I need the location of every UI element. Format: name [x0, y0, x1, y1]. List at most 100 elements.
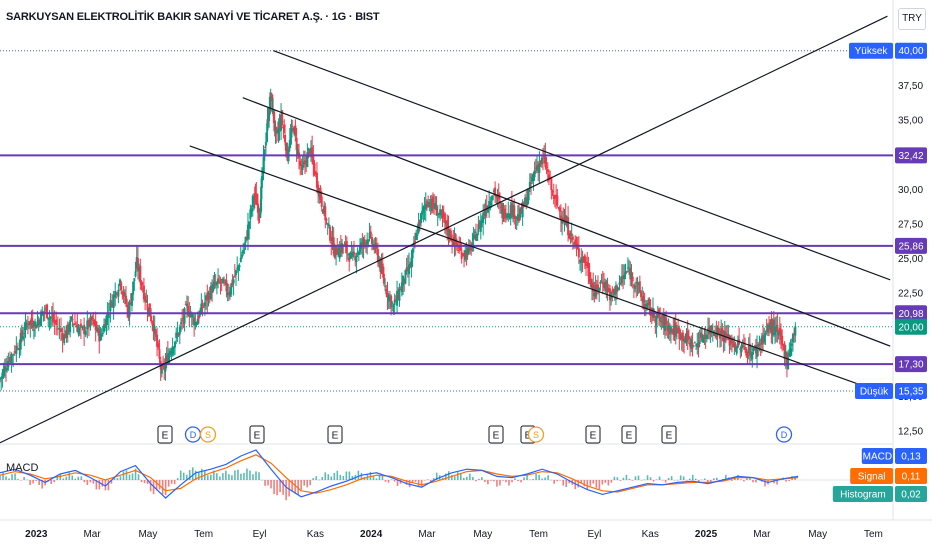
candle-body: [147, 307, 150, 315]
candle-body: [43, 309, 46, 311]
candle-body: [442, 214, 445, 217]
candle-body: [330, 242, 333, 244]
macd-histogram-bar: [673, 480, 676, 481]
candle-body: [349, 252, 352, 260]
time-axis[interactable]: 2023 Mar May Tem Eyl Kas 2024 Mar May Tem Eyl Kas 20…: [25, 529, 883, 540]
candle-body: [751, 352, 754, 360]
candle-body: [693, 342, 696, 344]
y-tick-label: 30,00: [898, 185, 923, 196]
price-tag-bg: [895, 305, 927, 322]
candle-body: [415, 232, 418, 241]
candle-body: [575, 243, 578, 247]
macd-histogram-bar: [53, 480, 56, 483]
candle-body: [106, 313, 109, 315]
candle-body: [181, 320, 184, 322]
candle-body: [607, 287, 610, 292]
macd-histogram-bar: [213, 470, 215, 480]
macd-histogram-bar: [613, 476, 616, 480]
macd-histogram-bar: [517, 480, 519, 482]
candle-body: [151, 321, 154, 325]
candle-body: [118, 279, 121, 287]
candle-body: [117, 289, 120, 297]
candle-body: [649, 307, 652, 316]
macd-histogram-bar: [167, 480, 170, 487]
candle-body: [232, 279, 235, 284]
candle-body: [37, 319, 40, 326]
candle-body: [638, 281, 641, 293]
candle-body: [521, 202, 524, 218]
split-marker: [527, 426, 545, 443]
candle-body: [764, 333, 767, 336]
candle-body: [350, 252, 353, 254]
macd-histogram-bar: [408, 480, 411, 488]
price-tag-bg: [895, 356, 927, 373]
candle-body: [100, 334, 103, 337]
candle-body: [93, 320, 96, 325]
candle-body: [115, 293, 118, 295]
candle-body: [162, 365, 165, 368]
candle-body: [448, 230, 451, 238]
split-marker-label: S: [205, 430, 211, 440]
candle-body: [496, 195, 499, 198]
candle-body: [190, 313, 193, 318]
candle-body: [26, 324, 29, 326]
candle-body: [270, 93, 273, 96]
price-tag-bg: [895, 42, 927, 59]
price-tag-bg: [895, 237, 927, 254]
macd-histogram-bar: [776, 480, 778, 485]
candle-body: [691, 342, 694, 349]
candle-body: [32, 329, 35, 331]
candle-body: [31, 320, 34, 328]
candle-body: [552, 195, 555, 200]
macd-histogram-bar: [505, 480, 507, 483]
currency-button[interactable]: TRY: [898, 8, 926, 30]
candle-body: [384, 286, 387, 288]
candle-body: [130, 293, 133, 306]
candle-body: [753, 348, 756, 350]
candle-body: [579, 259, 582, 262]
candle-body: [648, 299, 651, 306]
candle-body: [491, 195, 494, 200]
candle-body: [132, 281, 135, 295]
candle-body: [770, 318, 773, 333]
candle-body: [735, 347, 738, 354]
candle-body: [158, 349, 161, 359]
candle-body: [19, 332, 22, 350]
candle-body: [550, 177, 553, 191]
candle-body: [687, 335, 690, 339]
candle-body: [141, 288, 144, 290]
candle-body: [490, 201, 493, 206]
price-tag-value: 15,35: [898, 386, 923, 397]
candle-body: [129, 302, 132, 305]
candle-body: [12, 354, 15, 356]
candle-body: [52, 313, 55, 322]
candle-body: [53, 320, 56, 324]
macd-histogram-bar: [649, 477, 652, 480]
macd-legend-value: 0,02: [901, 490, 921, 501]
candle-body: [163, 365, 166, 370]
candle-body: [748, 343, 751, 356]
candle-body: [768, 324, 771, 330]
candle-body: [717, 329, 720, 331]
macd-histogram-bar: [559, 480, 561, 481]
candle-body: [92, 318, 95, 320]
candle-body: [771, 322, 774, 336]
macd-histogram-bar: [26, 479, 28, 481]
macd-histogram-bar: [309, 480, 312, 486]
macd-histogram-bar: [384, 480, 387, 482]
macd-histogram-bar: [74, 478, 77, 480]
candle-body: [312, 154, 315, 165]
candle-body: [620, 276, 623, 284]
candle-body: [20, 330, 23, 337]
macd-histogram-bar: [499, 480, 501, 486]
candle-body: [479, 220, 482, 232]
candle-body: [81, 326, 84, 328]
macd-histogram-bar: [179, 470, 182, 480]
macd-histogram-bar: [469, 473, 471, 480]
candle-body: [745, 348, 748, 356]
candle-body: [445, 221, 448, 225]
macd-histogram-bar: [755, 480, 757, 483]
x-tick-label: Mar: [83, 529, 101, 540]
candle-body: [570, 233, 573, 236]
